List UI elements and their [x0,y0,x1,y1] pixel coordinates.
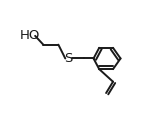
Text: S: S [64,52,73,65]
Text: HO: HO [19,29,40,42]
